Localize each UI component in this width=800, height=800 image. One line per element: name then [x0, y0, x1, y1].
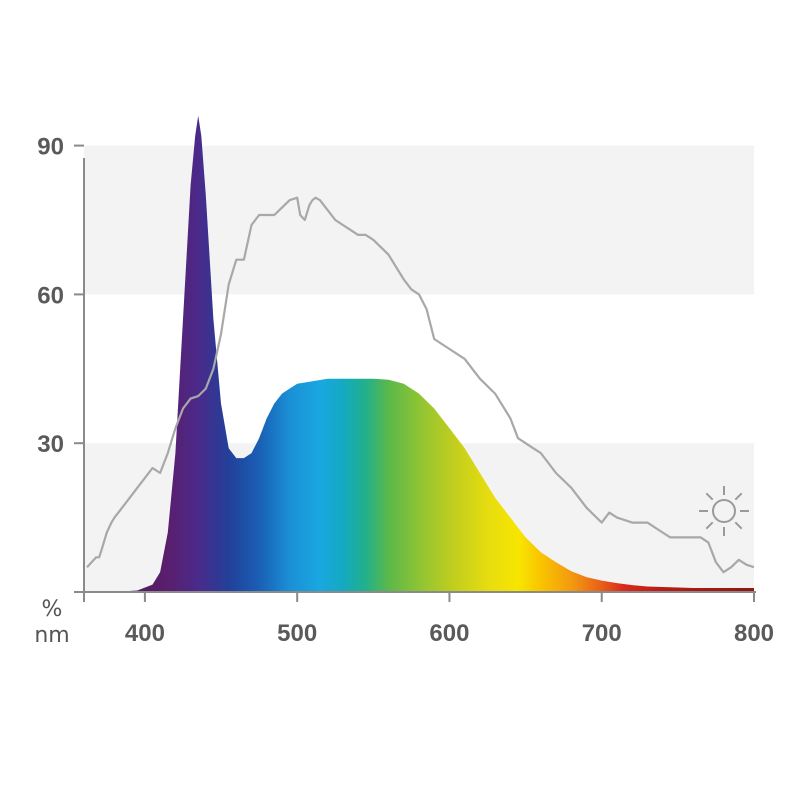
x-axis-unit-label: nm	[34, 623, 69, 648]
x-tick-label-600: 600	[429, 620, 469, 647]
y-tick-label-90: 90	[37, 134, 64, 161]
y-tick-label-60: 60	[37, 282, 64, 309]
sun-icon-disc	[712, 499, 736, 523]
sun-icon-ray	[705, 521, 714, 530]
sun-icon-ray	[705, 492, 714, 501]
sun-icon-ray	[734, 521, 743, 530]
reference-line-series	[86, 196, 755, 574]
x-tick-label-800: 800	[734, 620, 774, 647]
spectrum-area-series	[114, 115, 755, 593]
reference-line	[86, 196, 755, 574]
axes	[74, 144, 756, 602]
tick-labels: 400 500 600 700 800 30 60 90	[37, 134, 774, 647]
sun-icon-ray	[734, 492, 743, 501]
sun-icon	[699, 486, 749, 536]
x-tick-label-700: 700	[582, 620, 622, 647]
y-axis-unit-label: %	[42, 597, 63, 622]
y-tick-label-30: 30	[37, 431, 64, 458]
x-tick-label-400: 400	[125, 620, 165, 647]
spectrum-area	[114, 115, 755, 593]
x-tick-label-500: 500	[277, 620, 317, 647]
grid-band-1	[84, 145, 754, 295]
